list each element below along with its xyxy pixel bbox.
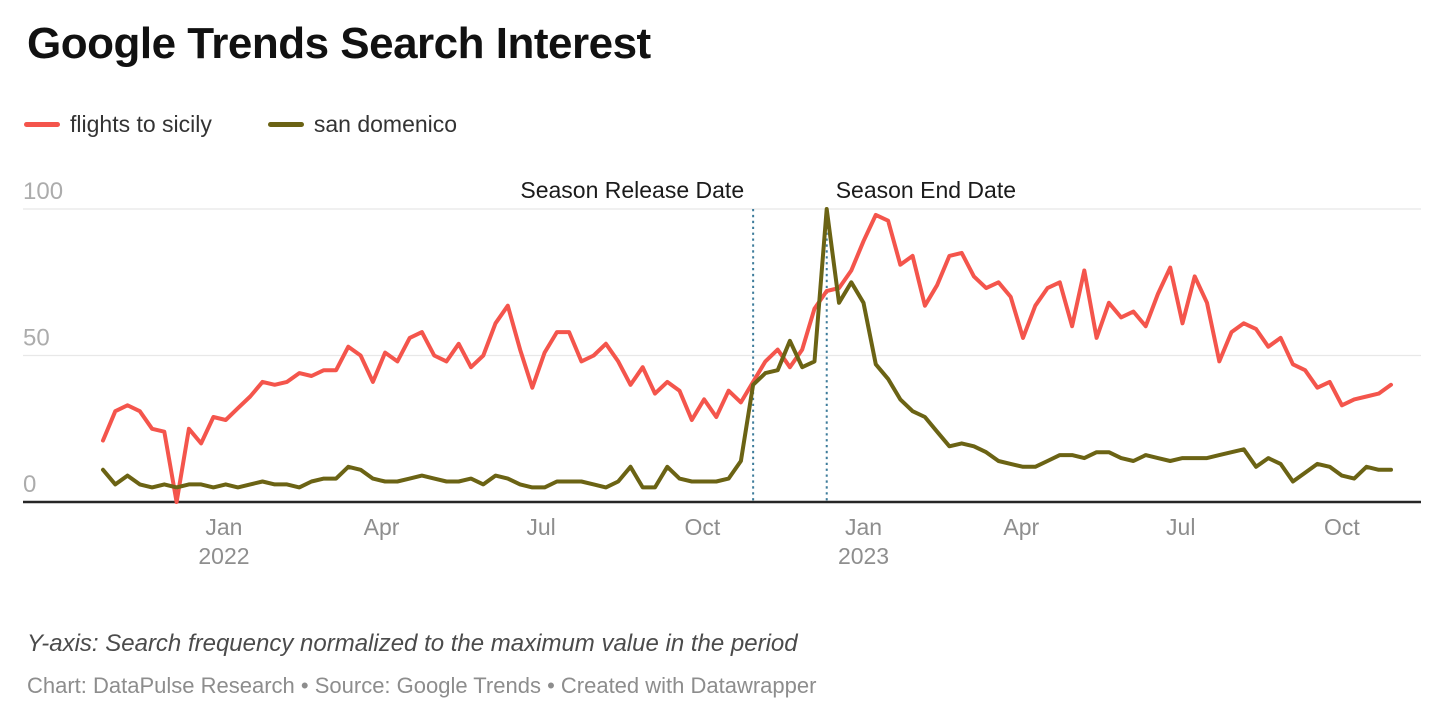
x-tick-label: Apr	[364, 514, 400, 540]
series-line-flights-to-sicily	[101, 212, 1393, 504]
x-tick-label: Oct	[1324, 514, 1360, 540]
credit-line: Chart: DataPulse Research • Source: Goog…	[27, 673, 817, 698]
chart-title: Google Trends Search Interest	[27, 19, 651, 68]
legend: flights to sicily san domenico	[24, 113, 457, 136]
y-axis-note: Y-axis: Search frequency normalized to t…	[27, 630, 798, 657]
event-annotation: Season End Date	[836, 177, 1016, 203]
legend-item-flights-to-sicily: flights to sicily	[24, 113, 212, 136]
x-tick-year-label: 2022	[198, 543, 249, 569]
x-tick-year-label: 2023	[838, 543, 889, 569]
legend-item-san-domenico: san domenico	[267, 111, 458, 137]
x-tick-label: Jul	[526, 514, 555, 540]
x-tick-label: Oct	[684, 514, 720, 540]
y-tick-label: 50	[23, 325, 50, 352]
legend-swatch-san-domenico	[267, 122, 304, 127]
x-tick-label: Jan	[205, 514, 242, 540]
x-tick-label: Apr	[1003, 514, 1039, 540]
x-tick-label: Jul	[1166, 514, 1195, 540]
y-tick-label: 0	[23, 471, 36, 498]
y-tick-label: 100	[23, 178, 63, 205]
event-annotation: Season Release Date	[520, 177, 744, 203]
series-line-san-domenico	[101, 207, 1393, 490]
legend-swatch-flights-to-sicily	[24, 122, 60, 127]
x-tick-label: Jan	[845, 514, 882, 540]
trend-chart: 0 50 100 Season Release Date Season End Date…	[23, 177, 1421, 569]
legend-label: san domenico	[313, 111, 458, 137]
legend-label: flights to sicily	[70, 111, 212, 137]
